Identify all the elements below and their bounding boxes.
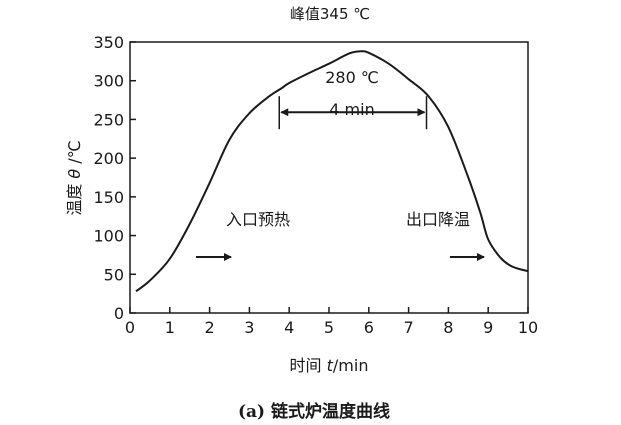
y-axis-label: 温度 θ /℃ bbox=[65, 140, 84, 215]
x-axis-label-prefix: 时间 bbox=[290, 356, 327, 375]
zone-out-label: 出口降温 bbox=[406, 210, 470, 229]
x-tick-label: 7 bbox=[404, 318, 414, 337]
y-axis-label-unit: /℃ bbox=[65, 140, 84, 168]
figure-caption: (a) 链式炉温度曲线 bbox=[238, 401, 390, 422]
x-tick-label: 8 bbox=[443, 318, 453, 337]
x-axis-label-var: t bbox=[327, 356, 334, 375]
hold-duration-label: 4 min bbox=[329, 100, 374, 119]
x-tick-label: 5 bbox=[324, 318, 334, 337]
y-tick-label: 200 bbox=[93, 149, 124, 168]
x-axis-label-unit: /min bbox=[333, 356, 369, 375]
x-tick-label: 0 bbox=[125, 318, 135, 337]
x-axis-label: 时间 t/min bbox=[290, 356, 369, 375]
x-tick-label: 3 bbox=[244, 318, 254, 337]
y-tick-label: 150 bbox=[93, 188, 124, 207]
y-tick-label: 100 bbox=[93, 227, 124, 246]
temperature-curve bbox=[135, 50, 529, 293]
hold-temp-label: 280 ℃ bbox=[325, 68, 379, 87]
x-tick-label: 4 bbox=[284, 318, 294, 337]
y-axis-label-prefix: 温度 bbox=[65, 179, 84, 216]
y-tick-label: 0 bbox=[114, 304, 124, 323]
x-tick-label: 2 bbox=[205, 318, 215, 337]
peak-label: 峰值345 ℃ bbox=[290, 5, 370, 23]
x-tick-label: 9 bbox=[483, 318, 493, 337]
x-tick-label: 10 bbox=[518, 318, 538, 337]
y-axis-label-var: θ bbox=[65, 169, 84, 179]
x-axis-ticks: 0 1 2 3 4 5 6 7 8 9 10 bbox=[125, 307, 538, 337]
y-tick-label: 250 bbox=[93, 110, 124, 129]
x-tick-label: 6 bbox=[364, 318, 374, 337]
y-axis-ticks: 0 50 100 150 200 250 300 350 bbox=[93, 33, 136, 323]
x-tick-label: 1 bbox=[165, 318, 175, 337]
y-tick-label: 300 bbox=[93, 72, 124, 91]
y-tick-label: 350 bbox=[93, 33, 124, 52]
zone-in-label: 入口预热 bbox=[226, 210, 290, 229]
y-tick-label: 50 bbox=[104, 265, 124, 284]
